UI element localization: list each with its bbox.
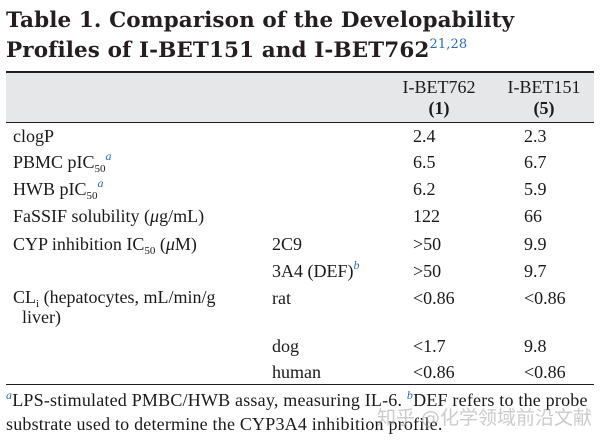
cell-value-ibet762: <0.86 [413,362,455,382]
column-header-number: (1) [428,98,450,118]
table-title: Table 1. Comparison of the Developabilit… [6,6,594,66]
row-sublabel-3a4: 3A4 (DEF)b [272,258,360,281]
cell-value-ibet151: <0.86 [524,362,566,382]
table-header-rule [6,122,594,123]
cell-value-ibet151: 5.9 [524,179,547,199]
row-label-pbmc: PBMC pIC50a [13,149,112,175]
row-label-fassif: FaSSIF solubility (μg/mL) [13,206,205,226]
row-label: clogP [13,126,55,146]
footnote-mark-a: a [6,388,13,402]
column-header-number: (5) [533,98,555,118]
cell-value-ibet762: >50 [413,234,442,254]
footnote-mark-b: b [406,388,414,402]
row-sublabel: dog [272,336,299,356]
cell-value-ibet151: 2.3 [524,126,547,146]
column-header-name: I-BET762 [402,77,476,97]
row-sublabel: rat [272,288,291,308]
table-top-rule [6,71,594,73]
column-header-name: I-BET151 [507,77,581,97]
cell-value-ibet762: 122 [413,206,440,226]
table-header-band [6,73,594,122]
cell-value-ibet151: 9.8 [524,336,547,356]
cell-value-ibet762: <0.86 [413,288,455,308]
row-sublabel: 2C9 [272,234,303,254]
row-label-cyp: CYP inhibition IC50 (μM) [13,234,197,257]
column-header-ibet762: I-BET762 (1) [384,77,494,119]
footnote-a: LPS-stimulated PMBC/HWB assay, measuring… [12,390,403,410]
cell-value-ibet762: 6.5 [413,152,436,172]
cell-value-ibet151: <0.86 [524,288,566,308]
cell-value-ibet151: 9.7 [524,261,547,281]
table-bottom-rule [6,384,594,385]
column-header-ibet151: I-BET151 (5) [494,77,594,119]
footnote-b: DEF refers to the probe substrate used t… [6,390,588,434]
cell-value-ibet762: >50 [413,261,442,281]
row-sublabel: human [272,362,321,382]
cell-value-ibet762: 6.2 [413,179,436,199]
cell-value-ibet151: 9.9 [524,234,547,254]
title-references[interactable]: 21,28 [429,37,468,52]
table-footnotes: aLPS-stimulated PMBC/HWB assay, measurin… [6,388,594,436]
row-label-hwb: HWB pIC50a [13,176,104,202]
cell-value-ibet151: 66 [524,206,542,226]
cell-value-ibet762: 2.4 [413,126,436,146]
table-title-text: Table 1. Comparison of the Developabilit… [6,8,515,63]
cell-value-ibet151: 6.7 [524,152,547,172]
row-label-cli: CLi (hepatocytes, mL/min/g liver) [13,287,216,327]
cell-value-ibet762: <1.7 [413,336,446,356]
